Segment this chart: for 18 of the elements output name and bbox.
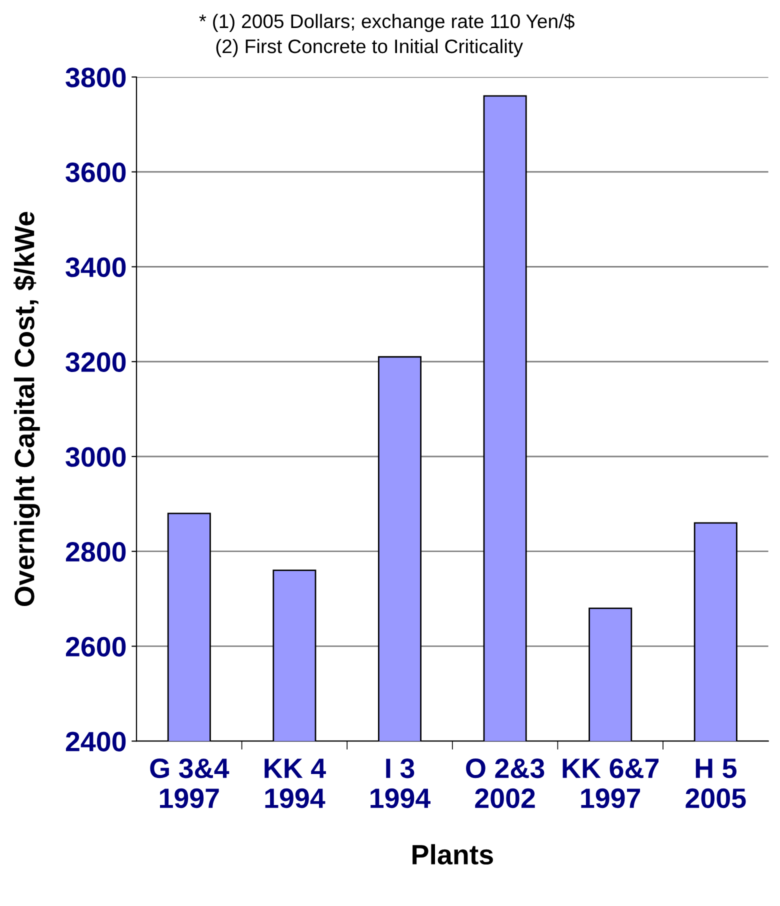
x-tick-label: O 2&3 2002 <box>466 758 544 808</box>
x-axis-title: Plants <box>412 844 493 865</box>
y-tick-label: 2800 <box>66 542 126 562</box>
y-tick-label: 3800 <box>66 68 126 88</box>
y-tick-label: 2400 <box>66 732 126 752</box>
y-tick-label: 3000 <box>66 447 126 467</box>
y-tick-label: 3400 <box>66 257 126 278</box>
y-tick-label: 2600 <box>66 636 126 657</box>
y-tick-label: 3600 <box>66 162 126 182</box>
y-axis-title: Overnight Capital Cost, $/kWe <box>13 212 40 606</box>
x-tick-label: G 3&4 1997 <box>150 758 230 808</box>
x-tick-label: I 3 1994 <box>370 758 430 808</box>
text: * (1) 2005 Dollars; exchange rate 110 Yen/$ <box>199 14 574 32</box>
text: (2) First Concrete to Initial Criticality <box>216 38 524 58</box>
x-tick-label: H 5 2005 <box>686 758 746 808</box>
y-tick-label: 3200 <box>66 352 126 372</box>
x-tick-label: KK 6&7 1997 <box>562 758 659 808</box>
x-tick-label: KK 4 1994 <box>264 758 326 808</box>
